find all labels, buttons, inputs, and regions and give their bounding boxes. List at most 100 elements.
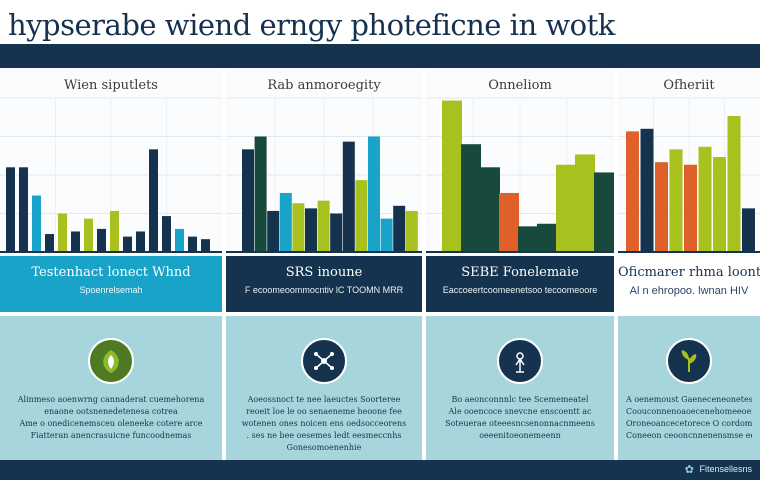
- chart-area: Wien siputlets: [0, 68, 222, 256]
- info-line: Gonesomoenenhie: [286, 443, 362, 452]
- bar: [267, 210, 280, 252]
- bar: [480, 167, 500, 252]
- bar: [727, 115, 741, 252]
- bar: [19, 167, 28, 252]
- panel-output-chart: Onneliom SEBE Fonelemaie Eaccoeertcoomee…: [426, 68, 614, 460]
- caption-band: Testenhact lonect Whnd Spoenrelsemah: [0, 256, 222, 312]
- bar: [442, 100, 462, 252]
- caption-subtitle: Al n ehropoo. lwnan HIV: [629, 285, 749, 297]
- bar: [6, 167, 15, 252]
- info-text: Aoeossnoct te nee laeuctes Soorteree reo…: [234, 394, 414, 454]
- bar: [32, 195, 41, 252]
- bar: [97, 228, 106, 252]
- bar: [317, 200, 330, 252]
- bar: [669, 149, 683, 252]
- bar: [393, 205, 406, 252]
- info-line: A oenemoust Gaeneceneonetest: [626, 395, 752, 404]
- info-line: enaone ootsnenedetenesa cotrea: [44, 407, 178, 416]
- bar: [499, 192, 519, 252]
- bar: [330, 213, 343, 252]
- divider: [618, 312, 760, 316]
- bar: [368, 136, 380, 252]
- bar: [242, 149, 254, 252]
- info-text: Bo aeonconnnlc tee Scememeatel Ale ooenc…: [434, 394, 606, 442]
- caption-subtitle: Eaccoeertcoomeenetsoo tecoomeoore: [442, 285, 598, 295]
- bar: [305, 208, 317, 252]
- bar: [84, 218, 93, 252]
- bar: [556, 164, 576, 252]
- info-card: Bo aeonconnnlc tee Scememeatel Ale ooenc…: [426, 316, 614, 460]
- bar-chart: [426, 97, 614, 253]
- bar-chart: [226, 97, 422, 253]
- caption-title: Testenhact lonect Whnd: [31, 265, 191, 280]
- info-line: . ses ne bee oesemes ledt eesmeccnhs: [246, 431, 402, 440]
- footer: ✿ Fitensellesns: [0, 460, 760, 480]
- chart-area: Ofheriit: [618, 68, 760, 256]
- bar: [626, 131, 639, 252]
- chart-area: Onneliom: [426, 68, 614, 256]
- bar: [342, 141, 355, 252]
- divider: [226, 312, 422, 316]
- info-line: Aoeossnoct te nee laeuctes Soorteree: [247, 395, 401, 404]
- info-line: Coouconnenoaoecenehomeeoenen: [626, 407, 752, 416]
- bar: [123, 236, 132, 252]
- info-card: Alinmeso aoenwrng cannaderat cuemehorena…: [0, 316, 222, 460]
- chart-label: Ofheriit: [663, 78, 715, 93]
- bar: [380, 218, 393, 252]
- divider: [0, 312, 222, 316]
- page-title: hypserabe wiend erngy photeficne in wotk: [8, 8, 615, 42]
- info-line: Soteuerae oteeesncsenonnacnmeens: [445, 419, 595, 428]
- info-line: Fiatteran anencrasuicne funcoodnemas: [30, 431, 192, 440]
- bar: [279, 192, 292, 252]
- panel-offshore-chart: Ofheriit Oficmarer rhma loontlt Al n ehr…: [618, 68, 760, 460]
- caption-subtitle: F ecoomeoommocntiv lC TOOMN MRR: [244, 285, 404, 295]
- bar: [110, 210, 119, 252]
- info-card: A oenemoust Gaeneceneonetest Coouconneno…: [618, 316, 760, 460]
- info-line: Coneeon ceooncnnenensmse ee: [626, 431, 752, 440]
- chart-label: Rab anmoroegity: [267, 78, 381, 93]
- bar: [149, 149, 158, 252]
- bar: [254, 136, 267, 252]
- bar: [518, 226, 538, 252]
- bar-chart: [0, 97, 222, 253]
- info-card: Aoeossnoct te nee laeuctes Soorteree reo…: [226, 316, 422, 460]
- panel-energy-chart: Rab anmoroegity SRS inoune F ecoomeoommo…: [226, 68, 422, 460]
- chart-area: Rab anmoroegity: [226, 68, 422, 256]
- info-line: Bo aeonconnnlc tee Scememeatel: [451, 395, 589, 404]
- divider: [426, 312, 614, 316]
- info-line: wotenen ones noicen ens oedsocceorens: [241, 419, 407, 428]
- info-line: Ame o onedicenemsceu oleneeke cotere arc…: [19, 419, 203, 428]
- info-text: Alinmeso aoenwrng cannaderat cuemehorena…: [8, 394, 214, 442]
- bar: [175, 228, 184, 252]
- info-line: oeeenitoeonemeenn: [479, 431, 561, 440]
- bar-chart: [618, 97, 760, 253]
- leaf-icon: ✿: [684, 464, 694, 476]
- turbine-icon: [497, 338, 543, 384]
- caption-title: SEBE Fonelemaie: [461, 265, 579, 280]
- panel-wind-chart: Wien siputlets Testenhact lonect Whnd Sp…: [0, 68, 222, 460]
- footer-text: Fitensellesns: [699, 464, 752, 474]
- caption-title: SRS inoune: [285, 265, 363, 280]
- bar: [188, 236, 197, 252]
- caption-title: Oficmarer rhma loontlt: [618, 265, 760, 280]
- caption-subtitle: Spoenrelsemah: [79, 285, 143, 295]
- bar: [575, 154, 595, 252]
- bar: [684, 164, 697, 252]
- chart-label: Wien siputlets: [64, 78, 158, 93]
- bar: [742, 208, 755, 252]
- bar: [355, 180, 368, 252]
- info-line: reoeit loe le oo senaeneme heoone fee: [246, 407, 402, 416]
- header-band: [0, 44, 760, 68]
- header: hypserabe wiend erngy photeficne in wotk: [0, 0, 760, 68]
- bar: [655, 162, 668, 252]
- bar: [201, 239, 210, 252]
- bar: [58, 213, 67, 252]
- info-text: A oenemoust Gaeneceneonetest Coouconneno…: [626, 394, 752, 442]
- caption-band: SRS inoune F ecoomeoommocntiv lC TOOMN M…: [226, 256, 422, 312]
- bar: [292, 203, 305, 252]
- bar: [461, 144, 481, 252]
- bar: [405, 210, 418, 252]
- network-icon: [301, 338, 347, 384]
- bar: [537, 223, 557, 252]
- bar: [71, 231, 80, 252]
